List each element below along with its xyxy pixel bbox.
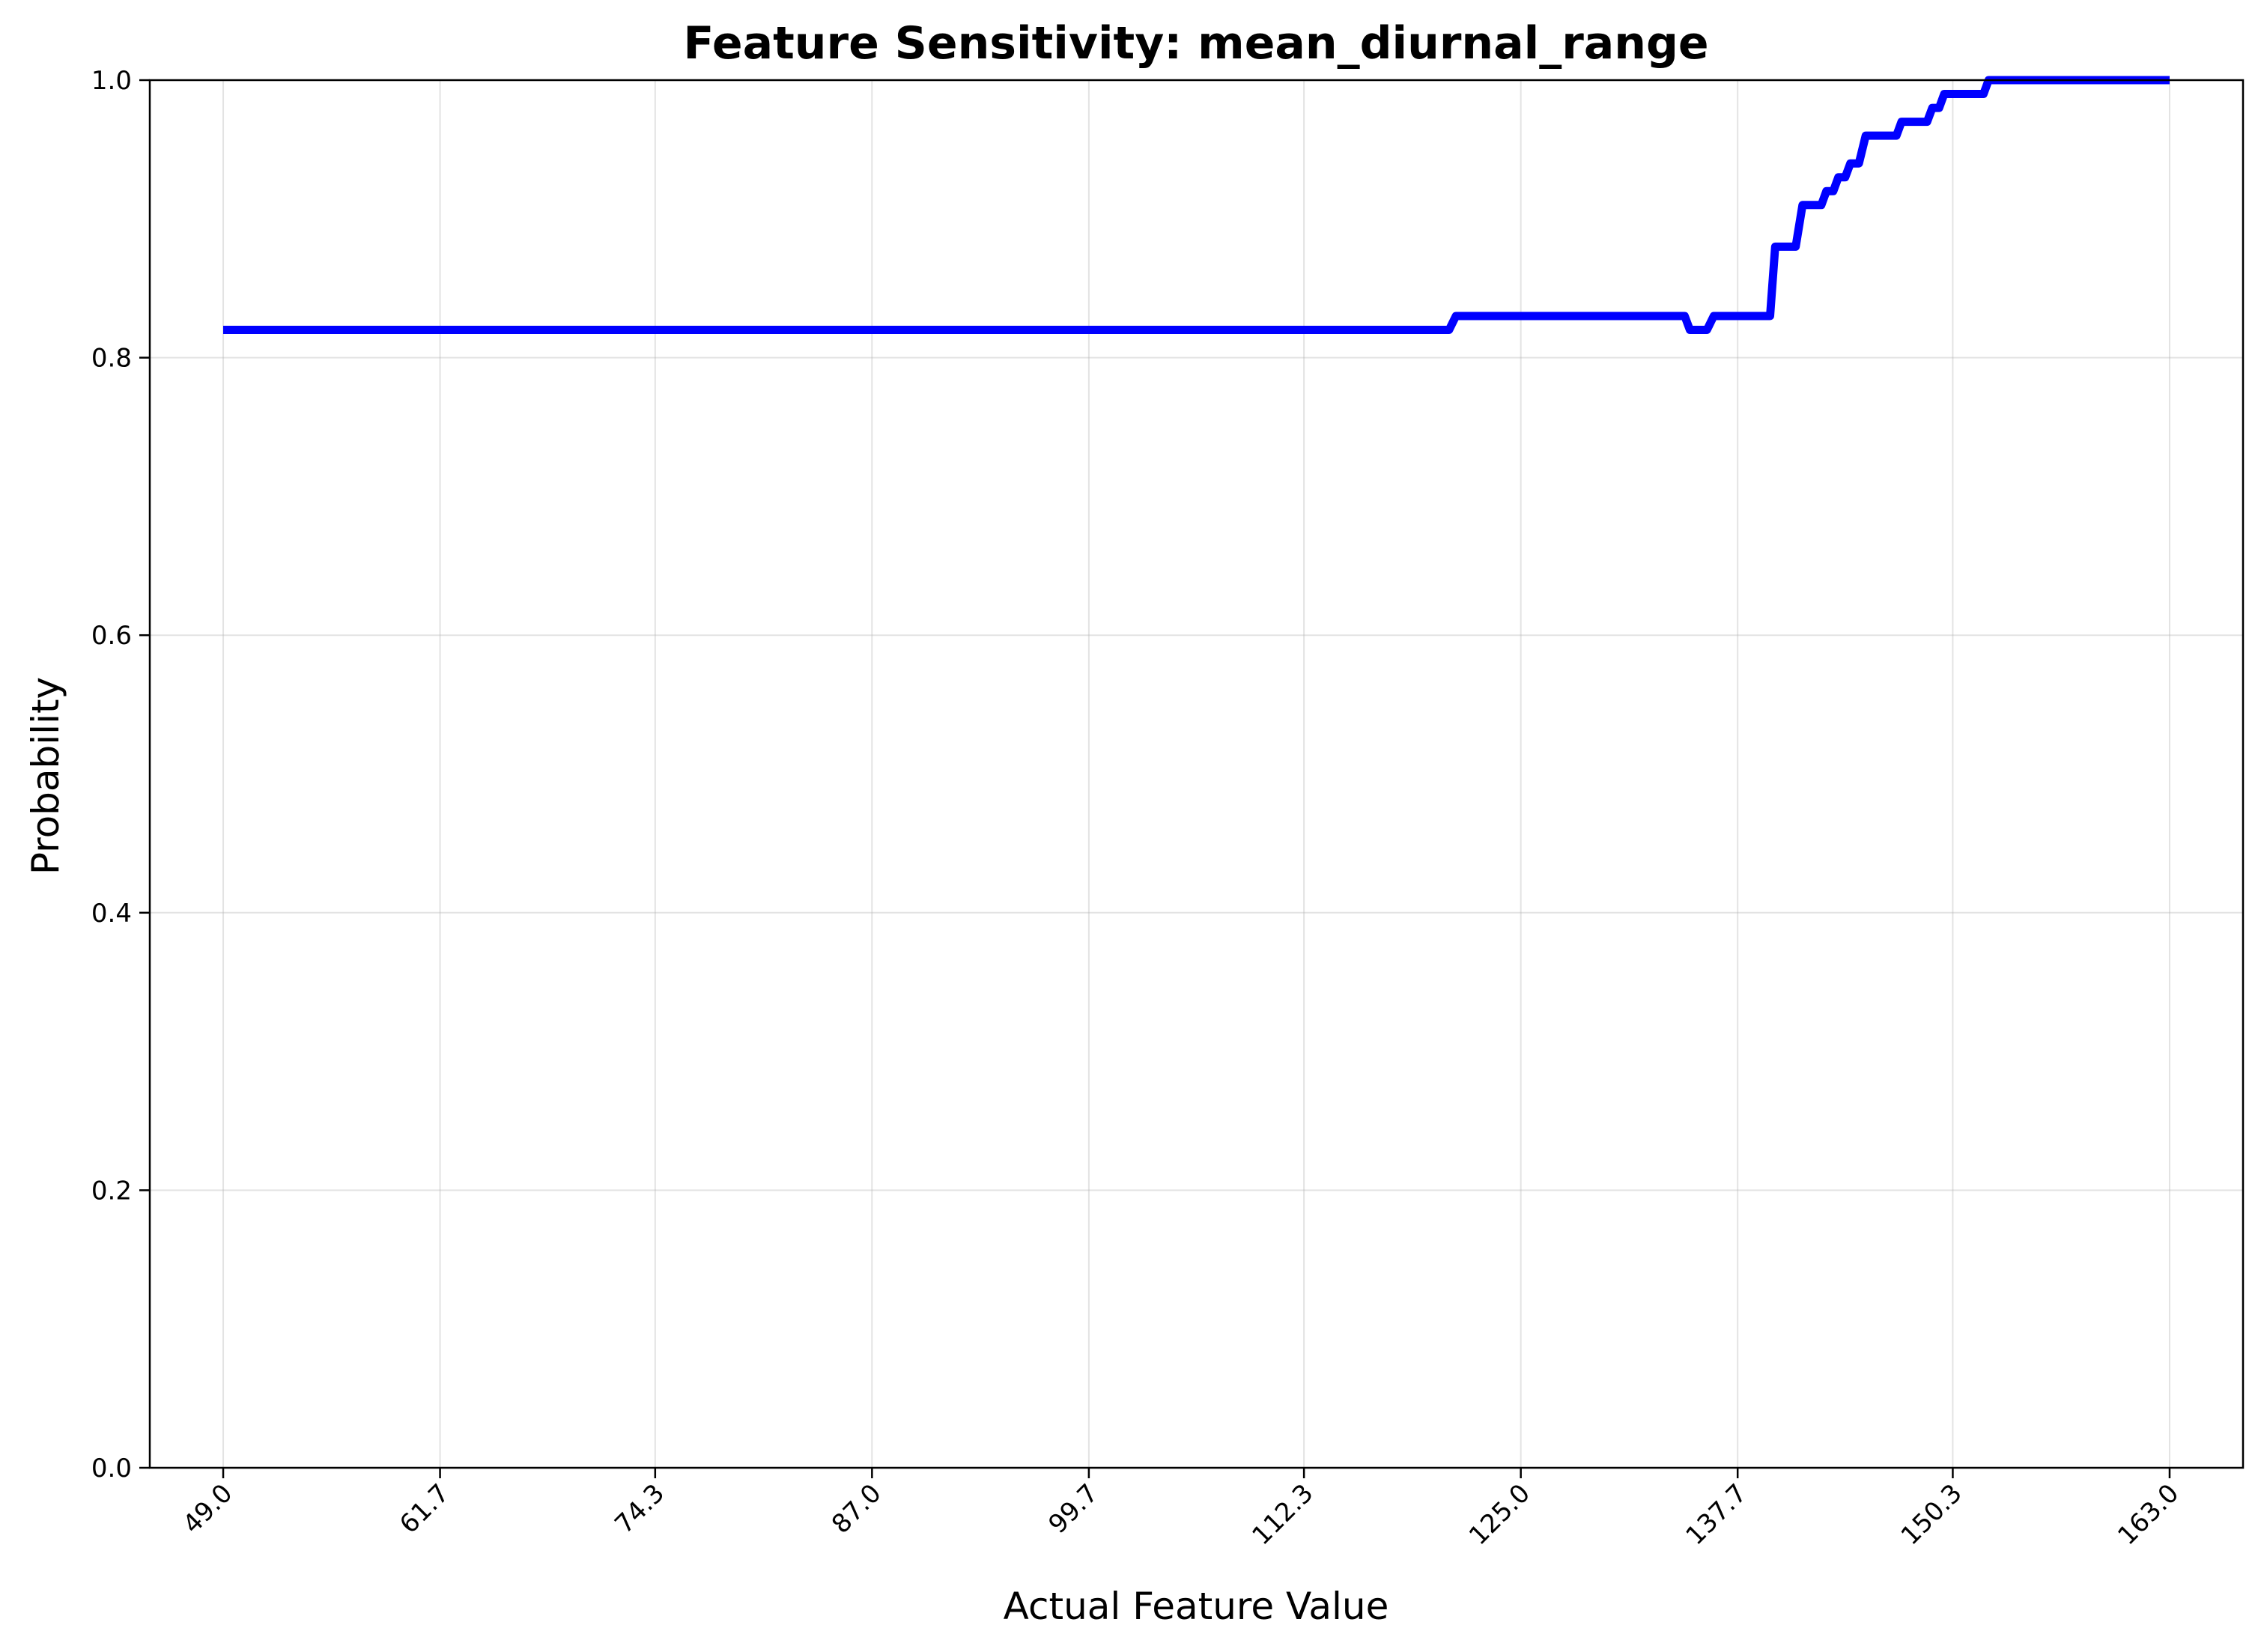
y-tick-label: 0.8 <box>91 344 132 374</box>
y-tick-label: 0.6 <box>91 621 132 651</box>
chart-title: Feature Sensitivity: mean_diurnal_range <box>683 17 1708 70</box>
x-axis-label: Actual Feature Value <box>1004 1585 1389 1628</box>
y-tick-label: 0.0 <box>91 1454 132 1484</box>
plot-frame <box>148 79 2245 1469</box>
probability-line <box>223 76 2170 334</box>
y-tick-label: 0.2 <box>91 1176 132 1206</box>
y-tick-label: 0.4 <box>91 899 132 929</box>
y-axis-label: Probability <box>24 677 67 875</box>
y-tick-label: 1.0 <box>91 66 132 96</box>
series-layer <box>223 76 2170 334</box>
